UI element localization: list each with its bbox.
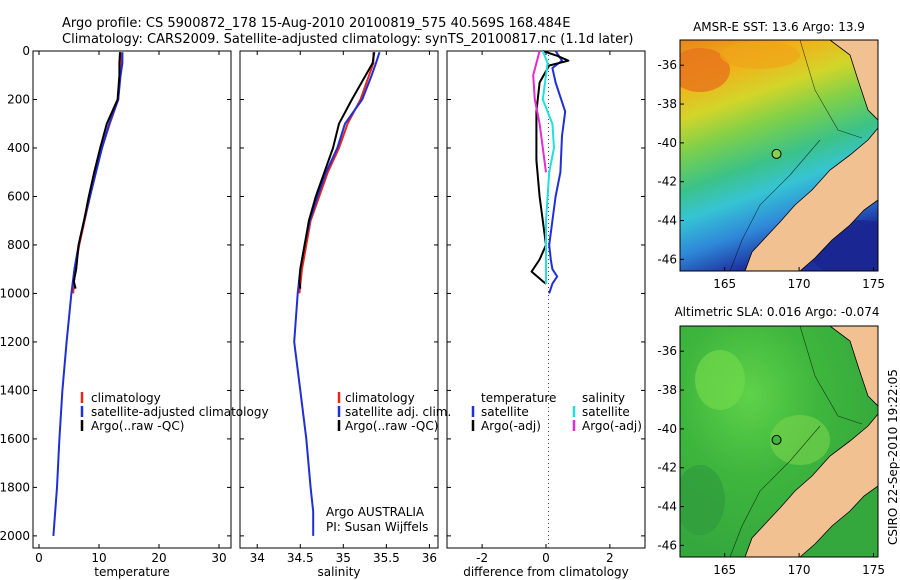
legend-label-temp-satellite: satellite (481, 405, 529, 419)
map-y-tick-label: -40 (657, 136, 677, 150)
x-tick-label: 30 (211, 551, 226, 565)
map-y-tick-label: -44 (657, 214, 677, 228)
map-x-tick-label: 175 (862, 277, 885, 291)
y-tick-label: 1200 (0, 335, 30, 349)
map-y-tick-label: -46 (657, 538, 677, 552)
x-tick-label: 0 (542, 551, 550, 565)
salinity-legend: climatology satellite adj. clim. Argo(..… (337, 391, 451, 433)
sla-shelf-contour (729, 326, 863, 557)
map-x-tick-label: 175 (862, 563, 885, 577)
new-zealand-south-island-sla (744, 413, 878, 557)
x-tick-label: 34.5 (287, 551, 314, 565)
sla-high-patch-2 (770, 415, 830, 465)
legend-label-climatology: climatology (91, 391, 161, 405)
salinity-xlabel: salinity (317, 565, 360, 579)
pi-credit: PI: Susan Wijffels (326, 520, 428, 534)
y-tick-label: 1800 (0, 480, 30, 494)
x-tick-label: 10 (91, 551, 106, 565)
y-tick-label: 0 (22, 44, 30, 58)
new-zealand-north-island-sla (829, 326, 878, 407)
y-tick-label: 400 (7, 141, 30, 155)
timestamp-stamp: CSIRO 22-Sep-2010 19:22:05 (886, 369, 900, 545)
sst-map-title: AMSR-E SST: 13.6 Argo: 13.9 (693, 20, 865, 34)
map-y-tick-label: -46 (657, 252, 677, 266)
map-y-tick-label: -36 (657, 344, 677, 358)
legend-label-argo: Argo(..raw -QC) (91, 419, 184, 433)
legend-label-argo: Argo(..raw -QC) (345, 419, 438, 433)
series-line-salinity-argo-adj- (532, 50, 547, 173)
new-zealand-north-island (829, 40, 878, 121)
series-line-argo-raw-qc- (298, 52, 376, 289)
difference-legend-temperature: temperature satellite Argo(-adj) (471, 391, 556, 433)
legend-label-climatology: climatology (345, 391, 415, 405)
map-y-tick-label: -42 (657, 175, 677, 189)
y-tick-label: 1400 (0, 383, 30, 397)
figure-title-line2: Climatology: CARS2009. Satellite-adjuste… (62, 32, 634, 47)
map-y-tick-label: -38 (657, 97, 677, 111)
argo-float-marker (771, 434, 782, 445)
map-x-tick-label: 170 (788, 563, 811, 577)
legend-title-temperature: temperature (481, 391, 556, 405)
difference-xlabel: difference from climatology (463, 565, 629, 579)
map-x-tick-label: 165 (713, 277, 736, 291)
y-tick-label: 800 (7, 238, 30, 252)
y-tick-label: 600 (7, 189, 30, 203)
difference-axes: -2 0 2 (446, 50, 646, 565)
temperature-plot-frame (32, 50, 232, 549)
y-tick-label: 1000 (0, 286, 30, 300)
x-tick-label: 0 (35, 551, 43, 565)
sst-map: AMSR-E SST: 13.6 Argo: 13.9 165 170 175 -36… (657, 20, 885, 291)
legend-title-salinity: salinity (582, 391, 625, 405)
difference-legend-salinity: salinity satellite Argo(-adj) (572, 391, 642, 433)
sla-map-frame (679, 325, 879, 558)
sla-low-patch (680, 465, 725, 535)
map-y-tick-label: -40 (657, 422, 677, 436)
map-x-tick-label: 165 (713, 563, 736, 577)
series-line-argo-raw-qc- (72, 52, 121, 289)
series-line-climatology (298, 52, 375, 294)
x-tick-label: 2 (606, 551, 614, 565)
temperature-axes: 0 10 20 30 0 200 400 600 800 1000 1200 1400 1600 1800… (0, 44, 232, 565)
program-credit: Argo AUSTRALIA (326, 505, 425, 519)
sst-warm-patch (680, 48, 730, 92)
map-x-tick-label: 170 (788, 277, 811, 291)
sst-map-frame (679, 39, 879, 272)
sla-high-patch (695, 350, 745, 410)
x-tick-label: -2 (476, 551, 488, 565)
y-tick-label: 1600 (0, 432, 30, 446)
map-y-tick-label: -44 (657, 500, 677, 514)
series-line-temperature-satellite (548, 50, 567, 294)
x-tick-label: 34 (250, 551, 265, 565)
map-y-tick-label: -38 (657, 383, 677, 397)
difference-plot-frame (446, 50, 646, 549)
legend-label-satellite-adjusted: satellite adj. clim. (345, 405, 451, 419)
x-tick-label: 35.5 (373, 551, 400, 565)
sst-warm-band (720, 41, 800, 69)
x-tick-label: 20 (151, 551, 166, 565)
new-zealand-south-island (744, 127, 878, 271)
legend-label-temp-argo: Argo(-adj) (481, 419, 541, 433)
figure-title-line1: Argo profile: CS 5900872_178 15-Aug-2010… (62, 16, 570, 31)
y-tick-label: 200 (7, 92, 30, 106)
map-y-tick-label: -36 (657, 58, 677, 72)
x-tick-label: 36 (422, 551, 437, 565)
sla-map-title: Altimetric SLA: 0.016 Argo: -0.074 (674, 305, 879, 319)
y-tick-label: 2000 (0, 529, 30, 543)
temperature-xlabel: temperature (94, 565, 169, 579)
legend-label-sal-satellite: satellite (582, 405, 630, 419)
sla-map: Altimetric SLA: 0.016 Argo: -0.074 165 17… (657, 305, 885, 577)
sst-shelf-contour (729, 40, 863, 271)
map-y-tick-label: -42 (657, 461, 677, 475)
series-line-temperature-argo-adj- (530, 50, 570, 285)
series-line-salinity-satellite (541, 50, 555, 284)
x-tick-label: 35 (336, 551, 351, 565)
salinity-axes: 34 34.5 35 35.5 36 (239, 50, 439, 565)
legend-label-satellite-adjusted: satellite-adjusted climatology (91, 405, 269, 419)
temperature-legend: climatology satellite-adjusted climatolo… (80, 391, 269, 433)
salinity-plot-frame (239, 50, 439, 549)
argo-float-marker (771, 148, 782, 159)
legend-label-sal-argo: Argo(-adj) (582, 419, 642, 433)
